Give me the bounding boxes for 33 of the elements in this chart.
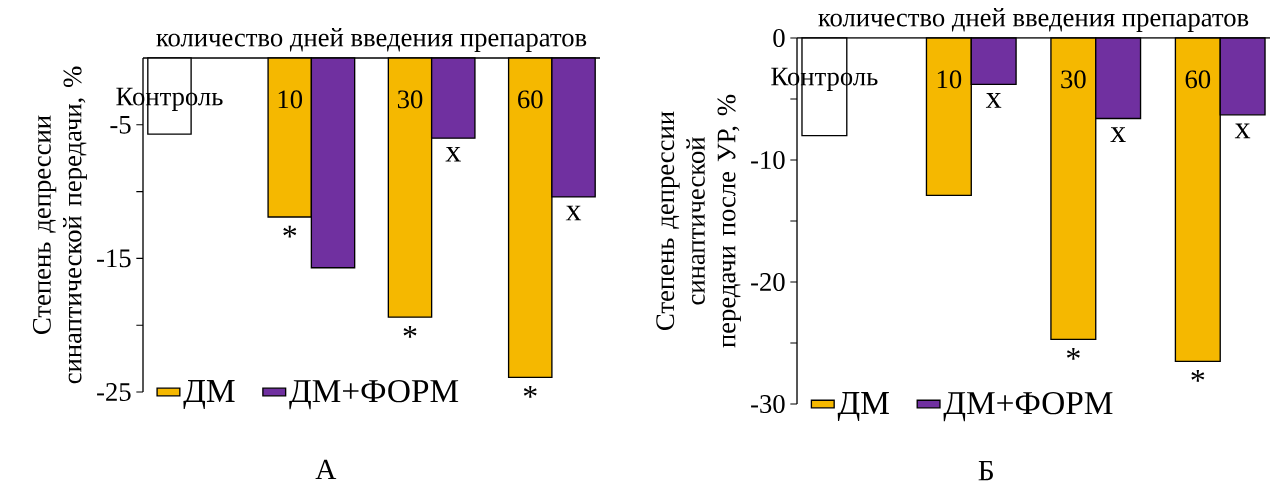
x-tick-label: 60: [1185, 70, 1211, 89]
text: А: [315, 459, 337, 480]
data-label: x: [565, 205, 582, 221]
data-label: x: [985, 93, 1002, 108]
x-axis-title: количество дней введения препаратов: [156, 28, 587, 52]
data-label: *: [523, 386, 537, 398]
y-tick-label: -15: [97, 249, 131, 268]
data-label: x: [1110, 127, 1126, 142]
x-tick-label: 30: [1061, 70, 1086, 89]
y-tick-label: -30: [751, 395, 785, 413]
data-label: *: [1066, 348, 1080, 360]
text: Б: [978, 461, 993, 481]
x-axis-title: количество дней введения препаратов: [818, 8, 1249, 32]
x-tick-label: 60: [518, 90, 543, 109]
x-tick-label: 10: [278, 90, 303, 109]
legend-label: ДМ: [183, 380, 235, 409]
y-axis-title: Степень депрессии синаптической передачи, %: [32, 66, 87, 384]
y-tick-label: -5: [110, 115, 131, 134]
y-tick-label: -10: [751, 151, 785, 169]
y-tick-label: 0: [773, 29, 785, 47]
y-tick-label: -25: [97, 383, 131, 401]
data-label: *: [1191, 370, 1205, 382]
legend-label: ДМ: [837, 392, 889, 421]
legend-label: ДМ+ФОРМ: [943, 391, 1113, 422]
data-label: *: [283, 225, 297, 238]
x-tick-label: 30: [397, 90, 423, 109]
data-label: x: [445, 146, 461, 162]
x-tick-label: 10: [937, 70, 962, 89]
y-tick-label: -20: [751, 273, 785, 291]
data-label: x: [1234, 123, 1251, 139]
legend-label: ДМ+ФОРМ: [289, 379, 459, 410]
data-label: *: [403, 325, 417, 338]
y-axis-title: Степень депрессии синаптической передачи после УР, %: [656, 94, 741, 348]
